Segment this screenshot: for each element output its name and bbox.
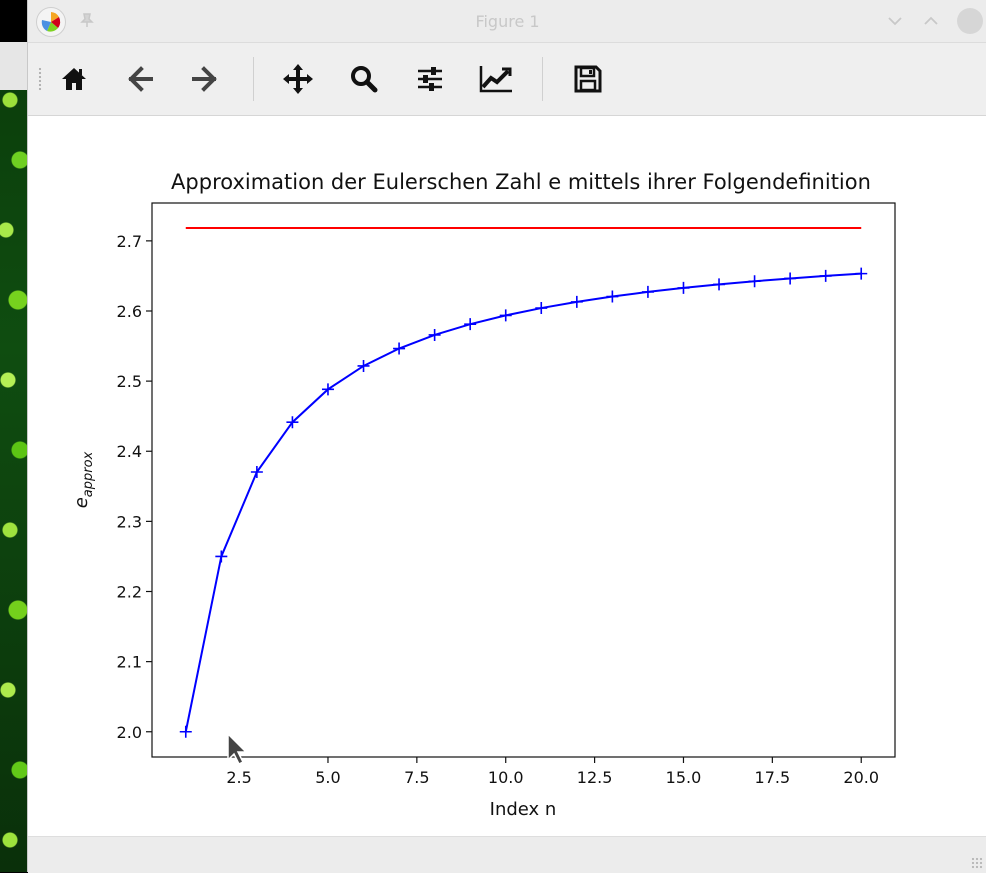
axes-edit-button[interactable]	[476, 59, 516, 99]
chart-title: Approximation der Eulerschen Zahl e mitt…	[171, 170, 871, 194]
home-icon	[62, 68, 86, 90]
data-point-marker	[677, 281, 690, 294]
magnifier-icon	[351, 66, 378, 93]
subplots-button[interactable]	[410, 59, 450, 99]
arrow-right-icon	[192, 66, 217, 92]
euler-approximation-chart: Approximation der Eulerschen Zahl e mitt…	[71, 170, 896, 820]
move-icon	[283, 64, 313, 94]
x-tick-label: 10.0	[488, 768, 524, 787]
y-tick-label: 2.1	[117, 653, 142, 672]
x-tick-label: 2.5	[226, 768, 251, 787]
data-point-marker	[535, 302, 548, 315]
title-bar[interactable]: Figure 1	[28, 0, 986, 43]
line-chart-icon	[479, 66, 512, 93]
x-tick-label: 15.0	[666, 768, 702, 787]
zoom-button[interactable]	[344, 59, 384, 99]
pin-icon[interactable]	[78, 11, 96, 29]
arrow-left-icon	[128, 66, 153, 92]
y-tick-label: 2.2	[117, 583, 142, 602]
x-tick-label: 12.5	[577, 768, 613, 787]
data-point-marker	[570, 295, 583, 308]
data-point-marker	[286, 416, 299, 429]
data-point-marker	[748, 275, 761, 288]
y-tick-label: 2.3	[117, 512, 142, 531]
data-point-marker	[641, 285, 654, 298]
data-point-marker	[215, 550, 228, 563]
x-tick-label: 17.5	[755, 768, 791, 787]
desktop-background	[0, 0, 28, 872]
figure-window: Figure 1	[27, 0, 986, 873]
back-button[interactable]	[120, 59, 160, 99]
y-tick-label: 2.5	[117, 372, 142, 391]
data-point-marker	[713, 278, 726, 291]
x-tick-label: 5.0	[315, 768, 340, 787]
pan-button[interactable]	[278, 59, 318, 99]
data-point-marker	[464, 318, 477, 331]
minimize-chevron-icon[interactable]	[884, 10, 906, 32]
plot-frame	[151, 202, 896, 758]
forward-button[interactable]	[185, 59, 225, 99]
data-point-marker	[428, 328, 441, 341]
data-point-marker	[499, 309, 512, 322]
data-point-marker	[357, 359, 370, 372]
data-point-marker	[250, 466, 263, 479]
approximation-series-line	[184, 272, 862, 732]
mouse-cursor	[227, 732, 248, 766]
data-point-marker	[606, 290, 619, 303]
home-button[interactable]	[54, 59, 94, 99]
data-point-marker	[784, 272, 797, 285]
window-title: Figure 1	[475, 12, 540, 31]
sliders-icon	[418, 67, 442, 91]
toolbar-separator	[253, 57, 254, 101]
resize-grip[interactable]	[971, 857, 983, 869]
y-tick-label: 2.7	[117, 232, 142, 251]
app-icon	[36, 7, 66, 37]
maximize-chevron-icon[interactable]	[920, 10, 942, 32]
x-tick-label: 20.0	[843, 768, 879, 787]
y-tick-label: 2.4	[117, 442, 142, 461]
y-axis-label: eapprox	[71, 451, 96, 508]
data-point-marker	[179, 725, 192, 738]
x-axis-label: Index n	[490, 799, 557, 820]
y-tick-label: 2.0	[117, 723, 142, 742]
toolbar-separator	[542, 57, 543, 101]
data-point-marker	[393, 342, 406, 355]
data-point-marker	[321, 383, 334, 396]
data-point-marker	[819, 269, 832, 282]
y-tick-label: 2.6	[117, 302, 142, 321]
x-tick-label: 7.5	[404, 768, 429, 787]
save-button[interactable]	[568, 59, 608, 99]
data-point-marker	[855, 267, 868, 280]
close-button[interactable]	[956, 7, 984, 35]
figure-canvas[interactable]: Approximation der Eulerschen Zahl e mitt…	[28, 116, 986, 836]
toolbar-grip[interactable]	[38, 67, 42, 91]
floppy-disk-icon	[574, 65, 602, 93]
status-bar	[28, 836, 986, 873]
navigation-toolbar	[28, 43, 986, 116]
